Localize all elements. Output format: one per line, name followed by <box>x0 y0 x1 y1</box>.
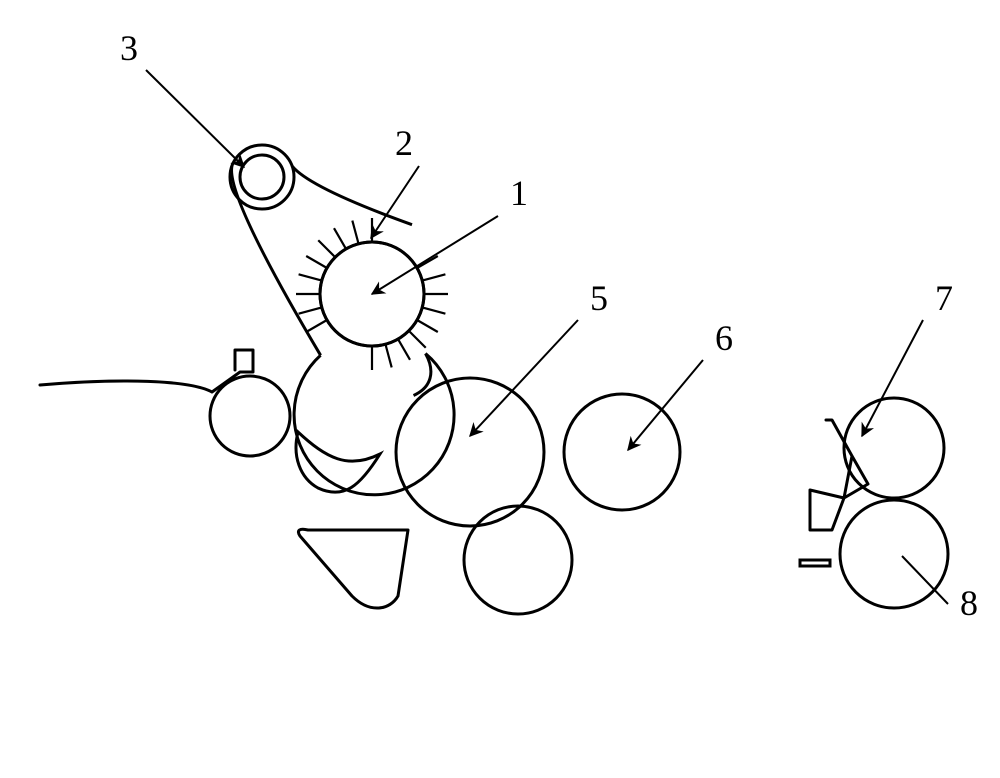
left-small <box>210 376 290 456</box>
leader-1 <box>372 216 498 294</box>
label-1: 1 <box>510 173 528 213</box>
left-feed-profile <box>40 350 253 392</box>
label-8: 8 <box>960 583 978 623</box>
leader-5 <box>470 320 578 436</box>
label-7: 7 <box>935 278 953 318</box>
roller-8-top <box>844 398 944 498</box>
leader-6 <box>628 360 703 450</box>
label-3: 3 <box>120 28 138 68</box>
leader-2 <box>371 166 419 238</box>
roller-8-bot <box>840 500 948 608</box>
roller-6-top <box>564 394 680 510</box>
leader-3 <box>146 70 244 167</box>
roller-6-bot <box>464 506 572 614</box>
label-2: 2 <box>395 123 413 163</box>
ring3-neck-b <box>292 166 412 225</box>
triangular-chute <box>298 529 408 608</box>
label-5: 5 <box>590 278 608 318</box>
guide-7-bar <box>800 560 830 566</box>
leader-7 <box>862 320 923 436</box>
ring-3-inner <box>240 155 284 199</box>
label-6: 6 <box>715 318 733 358</box>
roller-5 <box>396 378 544 526</box>
